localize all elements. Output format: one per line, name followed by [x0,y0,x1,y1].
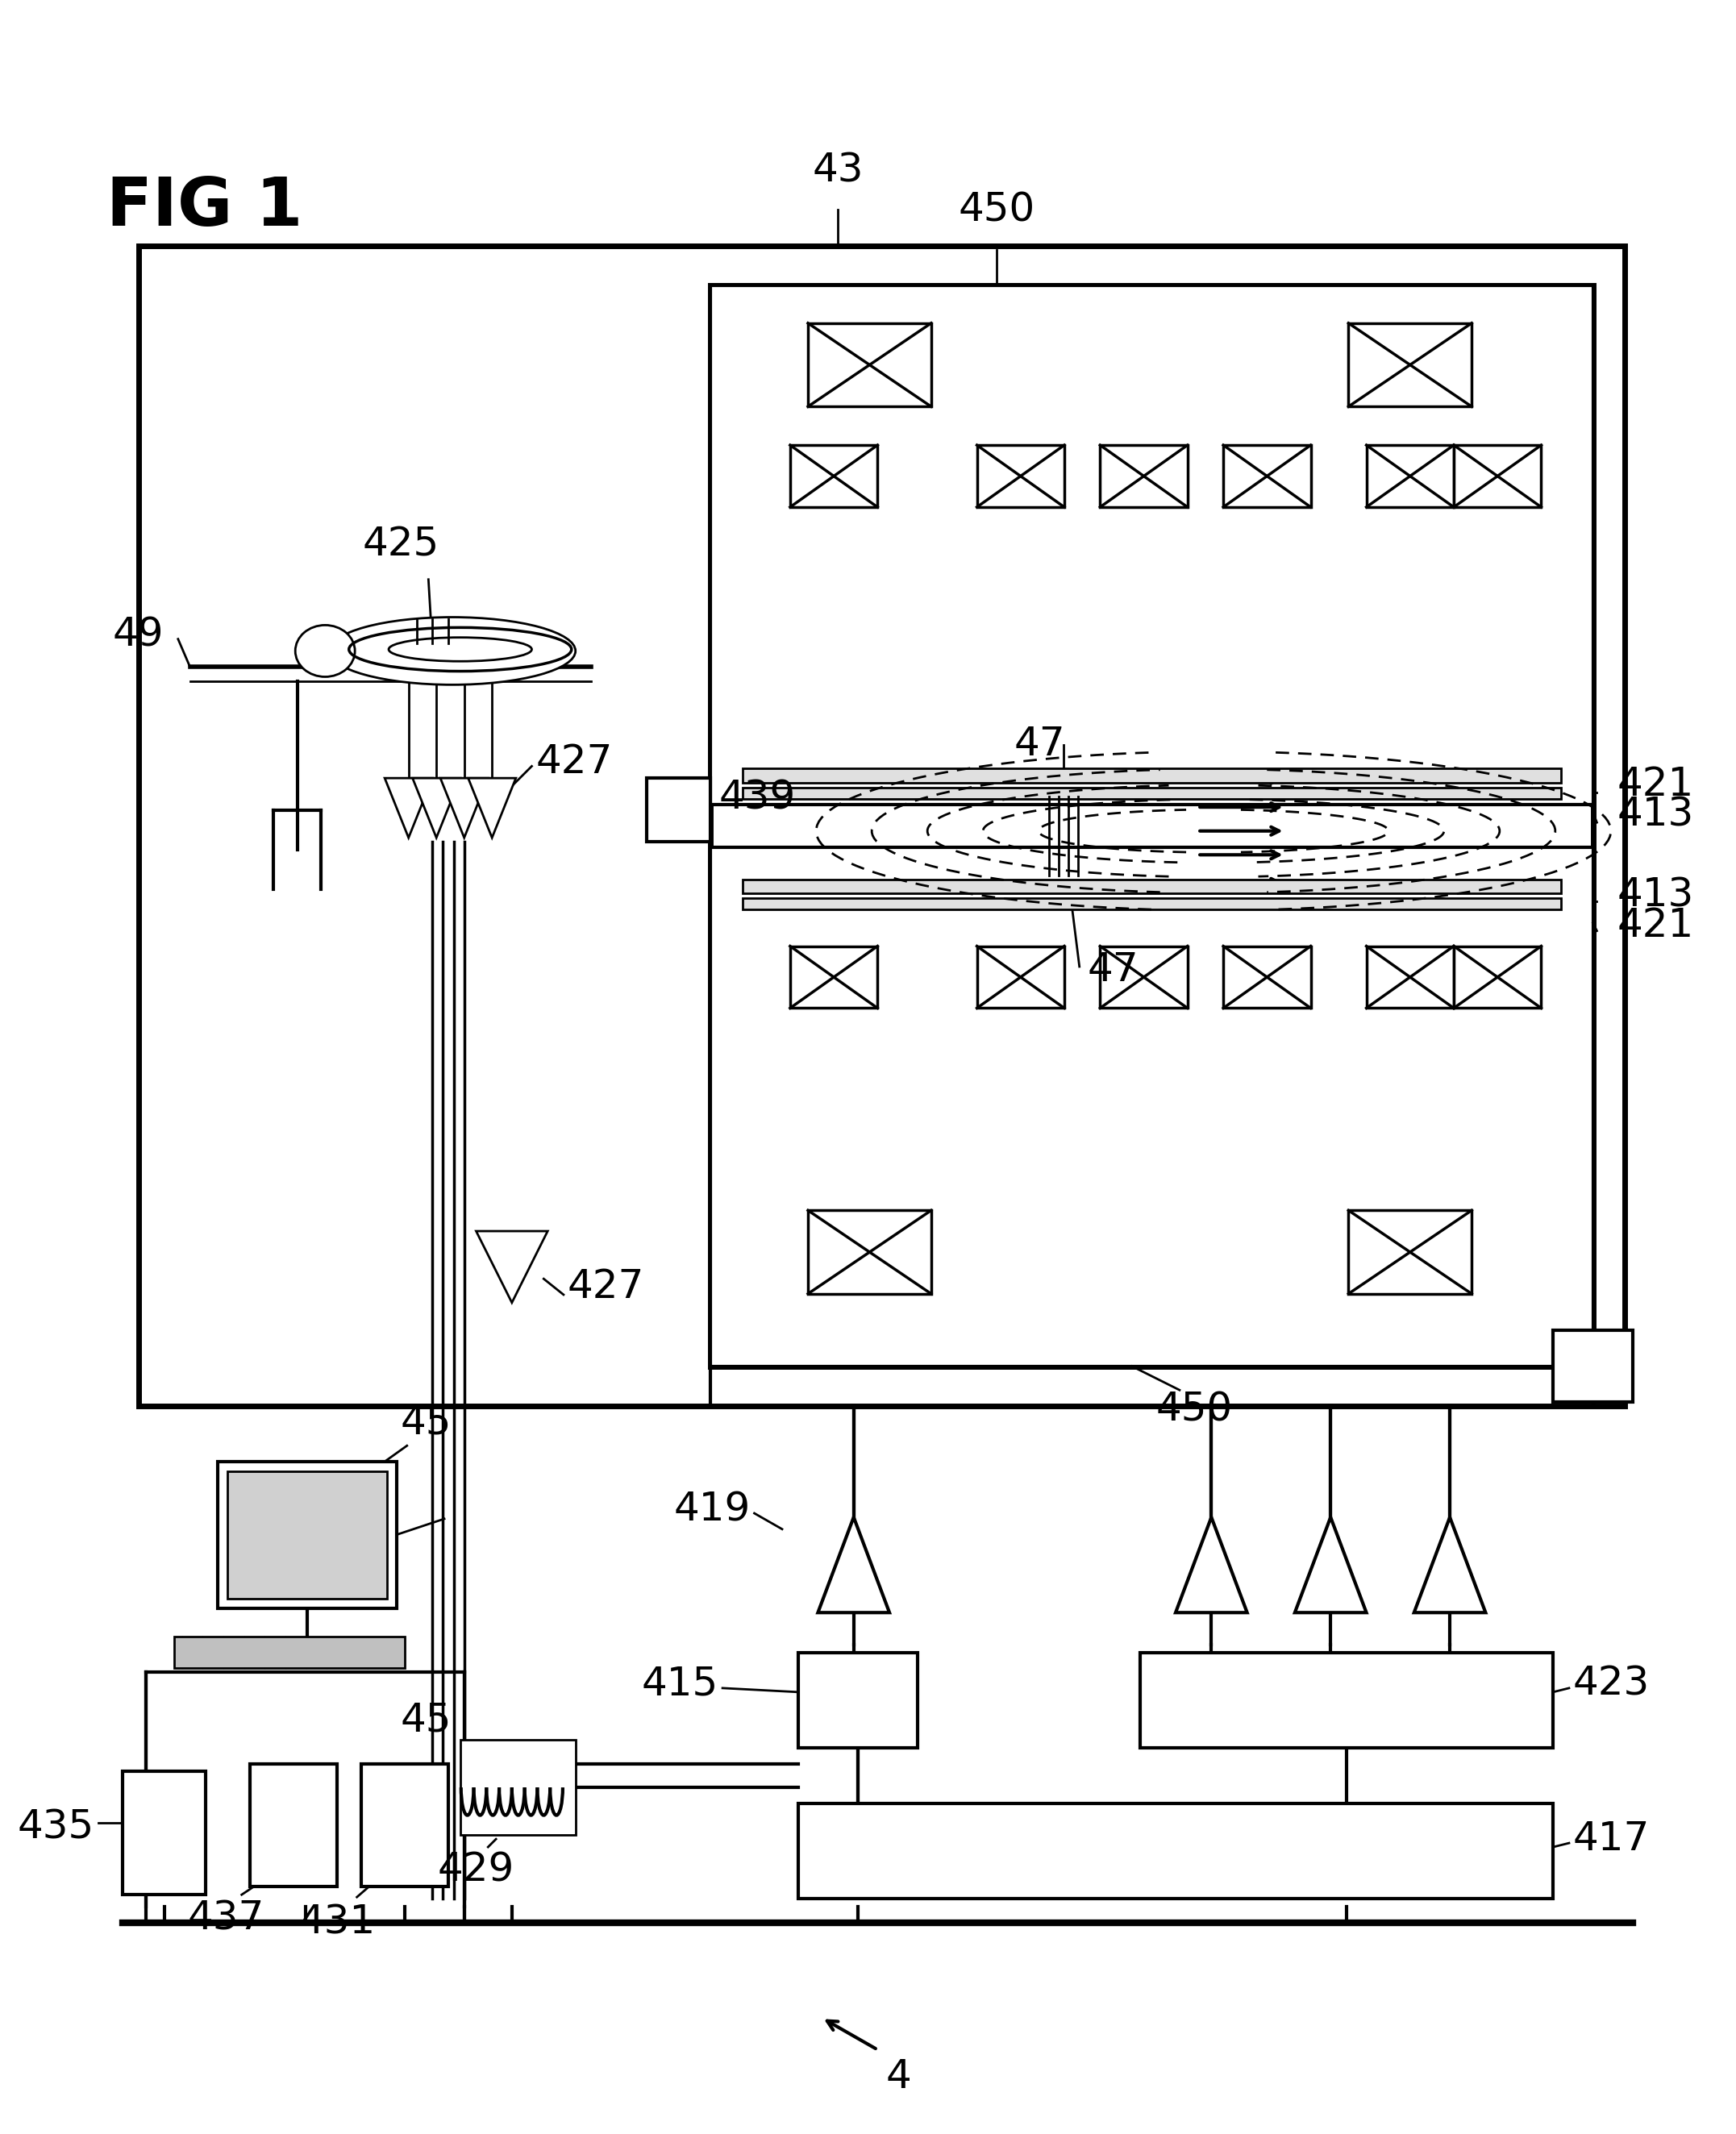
Bar [1453,945,1542,1007]
Text: 47: 47 [1087,952,1139,990]
Bar [790,446,877,508]
Bar [1224,945,1311,1007]
Bar [139,245,1625,1406]
Text: 450: 450 [958,192,1035,230]
Bar [743,898,1561,909]
Bar [1349,322,1472,408]
Bar [1349,1210,1472,1293]
Text: 421: 421 [1616,764,1694,805]
Polygon shape [441,779,488,839]
Bar [648,779,710,841]
Polygon shape [413,779,460,839]
Polygon shape [385,779,432,839]
Bar [977,945,1064,1007]
Bar [799,1652,917,1748]
Text: 413: 413 [1616,875,1694,915]
Ellipse shape [330,617,575,685]
Bar [1101,446,1187,508]
Text: 421: 421 [1616,907,1694,945]
Text: 423: 423 [1573,1665,1649,1703]
Polygon shape [469,779,516,839]
Bar [361,1763,448,1886]
Text: 425: 425 [363,525,439,563]
Text: 439: 439 [719,779,795,817]
Polygon shape [476,1231,547,1302]
Bar [217,1462,396,1609]
Bar [1366,446,1453,508]
Bar [227,1470,387,1598]
Bar [743,879,1561,894]
Text: 450: 450 [1156,1389,1233,1430]
Text: 427: 427 [536,743,613,781]
Text: 437: 437 [187,1899,264,1938]
Text: 417: 417 [1573,1820,1649,1859]
Bar [1224,446,1311,508]
Text: 429: 429 [437,1850,514,1891]
Bar [1101,945,1187,1007]
Bar [1366,945,1453,1007]
Polygon shape [1175,1517,1246,1613]
Text: 415: 415 [642,1665,719,1703]
Text: 431: 431 [299,1904,375,1942]
Bar [1453,446,1542,508]
Bar [174,1637,404,1669]
Bar [743,768,1561,783]
Text: 45: 45 [401,1701,451,1739]
Text: 49: 49 [113,617,163,655]
Bar [710,847,1594,1366]
Bar [250,1763,337,1886]
Polygon shape [1295,1517,1366,1613]
Text: 435: 435 [17,1807,94,1846]
Text: 43: 43 [812,152,863,190]
Text: 413: 413 [1616,796,1694,834]
Polygon shape [818,1517,889,1613]
Bar [1141,1652,1554,1748]
Text: 427: 427 [568,1268,644,1306]
Bar [710,286,1594,1366]
Polygon shape [1415,1517,1486,1613]
Ellipse shape [295,625,354,676]
Bar [790,945,877,1007]
Bar [807,1210,930,1293]
Bar [460,1739,575,1835]
Bar [807,322,930,408]
Bar [123,1771,207,1895]
Bar [743,787,1561,798]
Bar [1554,1329,1632,1402]
Bar [799,1803,1554,1899]
Text: 419: 419 [674,1490,750,1528]
Bar [977,446,1064,508]
Text: FIG 1: FIG 1 [106,175,302,239]
Bar [710,286,1594,805]
Text: 4: 4 [885,2057,911,2096]
Text: 47: 47 [1014,726,1066,764]
Text: 45: 45 [401,1402,451,1443]
